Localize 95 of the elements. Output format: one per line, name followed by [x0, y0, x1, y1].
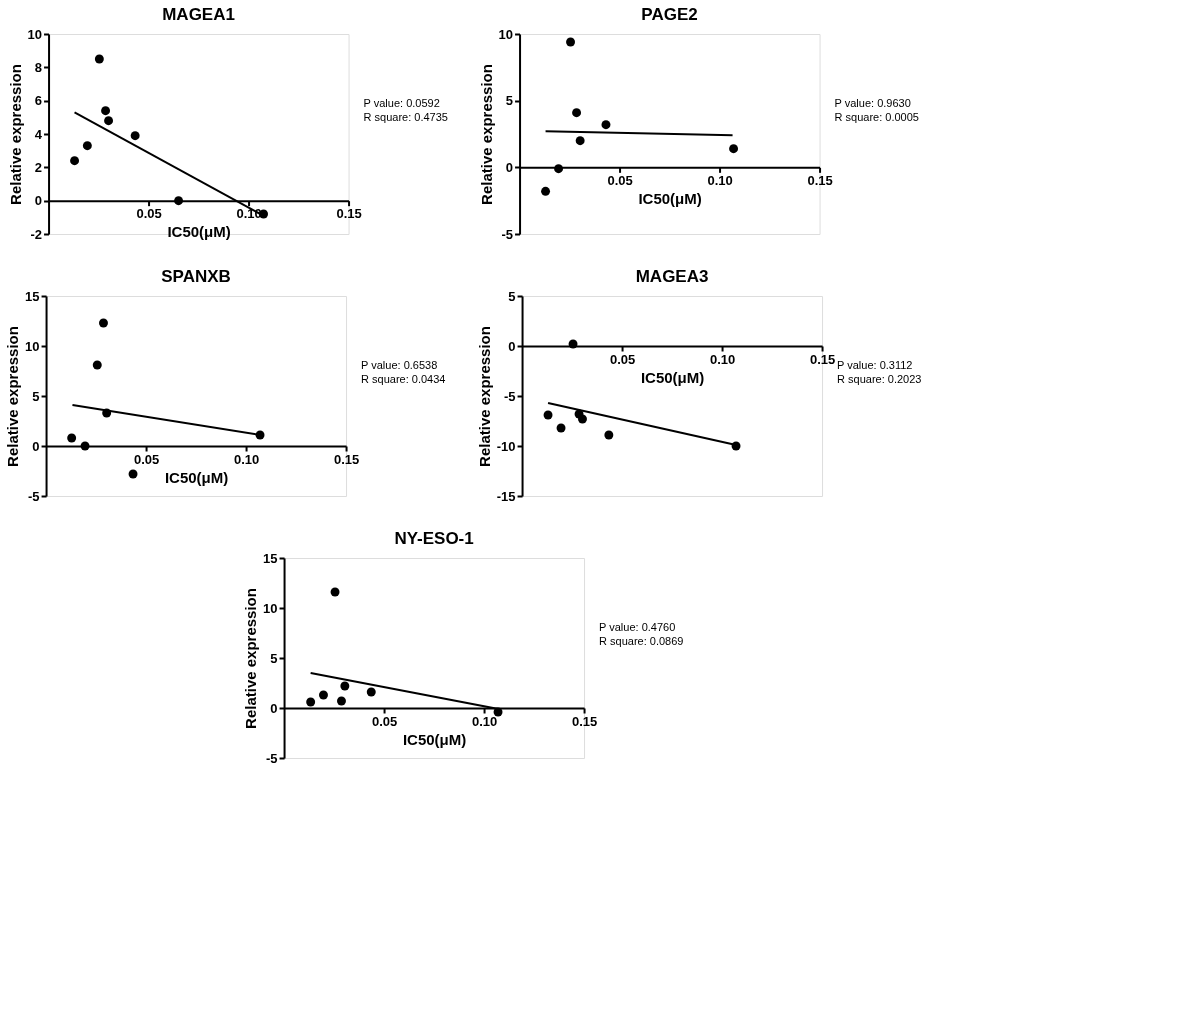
point — [601, 120, 611, 130]
y-axis-title: Relative expression — [477, 64, 495, 205]
y-tick-label: 0 — [34, 193, 43, 209]
chart-title: SPANXB — [161, 267, 231, 286]
point — [366, 687, 376, 697]
y-tick-label: 10 — [498, 26, 514, 42]
x-tick-label: 0.05 — [609, 351, 636, 367]
point — [330, 587, 340, 597]
point — [604, 430, 614, 440]
text: R square: 0.2023 — [837, 373, 922, 385]
x-tick-label: 0.15 — [571, 713, 598, 729]
point — [543, 410, 553, 420]
y-tick-label: 5 — [505, 93, 514, 109]
x-axis-title: IC50(μM) — [167, 223, 231, 241]
x-tick-label: 0.10 — [471, 713, 498, 729]
text: P value: 0.6538 — [361, 359, 438, 371]
y-tick-label: -5 — [501, 226, 514, 242]
point — [174, 196, 184, 206]
y-tick-label: 15 — [263, 550, 278, 566]
x-tick-label: 0.15 — [807, 172, 833, 188]
x-tick-label: 0.05 — [133, 451, 160, 467]
y-tick-label: -2 — [30, 226, 43, 242]
point — [336, 696, 346, 706]
y-tick-label: 2 — [34, 159, 43, 175]
y-axis-title: Relative expression — [4, 326, 22, 467]
x-tick-label: 0.10 — [233, 451, 260, 467]
x-tick-label: 0.05 — [371, 713, 398, 729]
point — [554, 164, 564, 174]
text: R square: 0.4735 — [363, 111, 448, 123]
point — [566, 37, 576, 47]
x-tick-label: 0.15 — [336, 206, 362, 222]
y-tick-label: 5 — [508, 288, 516, 304]
y-tick-label: 10 — [27, 26, 43, 42]
x-tick-label: 0.10 — [707, 172, 733, 188]
y-tick-label: 6 — [34, 93, 43, 109]
y-tick-label: -5 — [27, 488, 40, 504]
y-tick-label: -10 — [496, 438, 516, 454]
chart-title: NY-ESO-1 — [394, 529, 474, 548]
y-tick-label: 5 — [32, 388, 40, 404]
y-tick-label: 15 — [25, 288, 40, 304]
y-tick-label: 0 — [32, 438, 40, 454]
x-axis-title: IC50(μM) — [402, 730, 467, 748]
x-axis-title: IC50(μM) — [164, 468, 229, 486]
point — [729, 144, 739, 154]
text: P value: 0.4760 — [599, 621, 676, 633]
y-tick-label: -15 — [496, 488, 516, 504]
text: R square: 0.0434 — [361, 373, 446, 385]
point — [318, 690, 328, 700]
y-tick-label: 0 — [505, 159, 514, 175]
y-tick-label: 0 — [508, 338, 516, 354]
point — [98, 318, 108, 328]
point — [80, 441, 90, 451]
y-tick-label: -5 — [503, 388, 516, 404]
chart-title: MAGEA3 — [635, 267, 709, 286]
y-tick-label: 4 — [34, 126, 43, 142]
x-axis-title: IC50(μM) — [640, 368, 705, 386]
y-axis-title: Relative expression — [242, 588, 260, 729]
y-tick-label: -5 — [265, 750, 278, 766]
y-tick-label: 5 — [270, 650, 278, 666]
x-tick-label: 0.15 — [333, 451, 360, 467]
text: P value: 0.3112 — [837, 359, 913, 371]
point — [104, 116, 114, 126]
point — [67, 433, 77, 443]
point — [306, 697, 316, 707]
text: R square: 0.0005 — [834, 111, 919, 123]
point — [572, 108, 582, 118]
point — [82, 141, 92, 151]
chart-title: MAGEA1 — [162, 5, 235, 24]
text: P value: 0.9630 — [834, 97, 911, 109]
point — [94, 54, 104, 64]
x-tick-label: 0.10 — [709, 351, 736, 367]
point — [101, 106, 111, 116]
point — [541, 186, 551, 196]
x-tick-label: 0.05 — [607, 172, 633, 188]
x-tick-label: 0.15 — [809, 351, 836, 367]
point — [568, 339, 578, 349]
point — [70, 156, 80, 166]
point — [577, 414, 587, 424]
x-tick-label: 0.05 — [136, 206, 162, 222]
text: P value: 0.0592 — [363, 97, 440, 109]
point — [92, 360, 102, 370]
point — [575, 136, 585, 146]
y-axis-title: Relative expression — [6, 64, 24, 205]
x-axis-title: IC50(μM) — [638, 189, 702, 207]
y-tick-label: 10 — [263, 600, 278, 616]
point — [556, 423, 566, 433]
point — [130, 131, 140, 141]
y-axis-title: Relative expression — [475, 326, 493, 467]
y-tick-label: 8 — [34, 59, 43, 75]
y-tick-label: 10 — [25, 338, 40, 354]
point — [340, 681, 350, 691]
chart-title: PAGE2 — [641, 5, 698, 24]
point — [128, 469, 138, 479]
text: R square: 0.0869 — [599, 635, 684, 647]
y-tick-label: 0 — [270, 700, 278, 716]
